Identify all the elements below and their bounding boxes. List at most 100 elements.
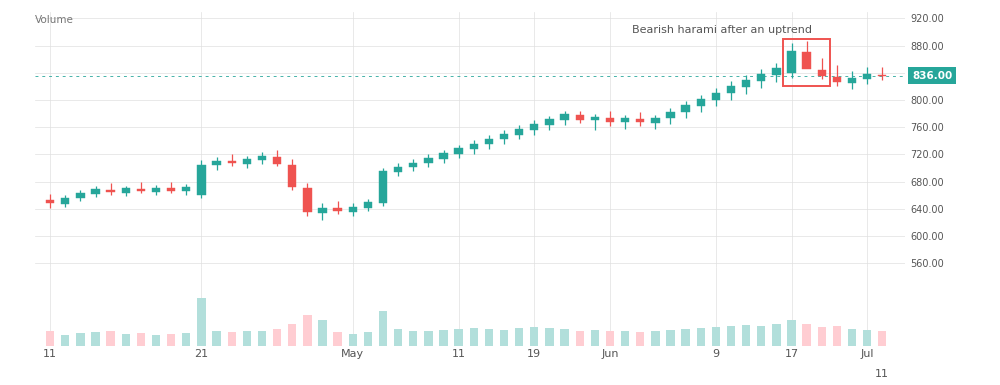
Bar	[61, 198, 69, 204]
Bar	[228, 161, 236, 163]
Bar	[76, 193, 85, 198]
Bar	[167, 189, 175, 191]
Bar	[379, 171, 387, 203]
Bar	[409, 162, 417, 167]
Bar	[61, 335, 69, 346]
Bar	[439, 330, 448, 346]
Bar	[379, 311, 387, 346]
Bar	[787, 320, 796, 346]
Bar	[318, 320, 327, 346]
Bar	[152, 188, 160, 192]
Bar	[243, 159, 251, 164]
Bar	[591, 117, 599, 121]
Bar	[424, 158, 433, 163]
Bar	[802, 52, 811, 69]
Bar	[681, 329, 690, 347]
Bar	[76, 333, 85, 346]
Bar	[197, 298, 206, 346]
Bar	[212, 161, 221, 165]
Bar	[46, 331, 54, 346]
Bar	[606, 331, 614, 346]
Bar	[560, 329, 569, 347]
Bar	[742, 325, 750, 346]
Bar	[470, 328, 478, 346]
Bar	[258, 156, 266, 160]
Bar	[500, 134, 508, 139]
Bar	[364, 332, 372, 346]
Bar	[576, 115, 584, 120]
Bar	[409, 331, 417, 346]
Bar	[757, 326, 765, 346]
Bar	[681, 105, 690, 112]
Bar	[576, 331, 584, 346]
Bar	[621, 119, 629, 122]
Bar	[545, 328, 554, 346]
Bar	[167, 334, 175, 346]
Bar	[137, 333, 145, 346]
Bar	[454, 329, 463, 347]
Bar	[818, 70, 826, 75]
Bar	[303, 188, 312, 212]
Bar	[273, 157, 281, 164]
Bar	[137, 189, 145, 191]
Bar	[833, 326, 841, 346]
Bar	[197, 165, 206, 195]
Bar	[394, 167, 402, 172]
Text: 836.00: 836.00	[912, 70, 952, 80]
Bar	[333, 332, 342, 346]
Bar	[515, 328, 523, 346]
Bar	[606, 118, 614, 122]
Bar	[818, 327, 826, 346]
Bar	[515, 129, 523, 135]
Bar	[349, 334, 357, 346]
Bar	[742, 80, 750, 87]
Bar	[636, 332, 644, 346]
Text: 11: 11	[875, 369, 889, 379]
Bar	[288, 324, 296, 347]
Bar	[288, 165, 296, 187]
Bar	[591, 330, 599, 346]
Bar	[91, 332, 100, 346]
Bar	[666, 112, 675, 119]
Bar	[560, 114, 569, 121]
Bar	[273, 329, 281, 347]
Bar	[666, 330, 675, 346]
Bar	[772, 324, 781, 347]
Bar	[651, 331, 660, 346]
Bar	[212, 331, 221, 346]
Bar	[485, 329, 493, 347]
Bar	[651, 118, 660, 123]
Bar	[182, 187, 190, 191]
Text: Volume: Volume	[35, 15, 74, 25]
Bar	[757, 74, 765, 81]
Bar	[783, 39, 830, 86]
Bar	[439, 153, 448, 159]
Bar	[470, 144, 478, 149]
Bar	[485, 139, 493, 144]
Bar	[621, 331, 629, 346]
Bar	[545, 119, 554, 125]
Bar	[878, 331, 886, 346]
Bar	[863, 74, 871, 79]
Text: Bearish harami after an uptrend: Bearish harami after an uptrend	[632, 25, 812, 35]
Bar	[697, 328, 705, 346]
Bar	[424, 331, 433, 346]
Bar	[258, 331, 266, 346]
Bar	[697, 99, 705, 106]
Bar	[833, 77, 841, 82]
Bar	[530, 124, 538, 130]
Bar	[333, 208, 342, 211]
Bar	[122, 334, 130, 346]
Bar	[772, 68, 781, 75]
Bar	[636, 119, 644, 122]
Bar	[712, 92, 720, 100]
Bar	[228, 332, 236, 346]
Bar	[364, 202, 372, 208]
Bar	[106, 190, 115, 192]
Bar	[91, 189, 100, 194]
Bar	[243, 331, 251, 346]
Bar	[802, 324, 811, 347]
Bar	[712, 327, 720, 346]
Bar	[787, 51, 796, 73]
Bar	[727, 86, 735, 93]
